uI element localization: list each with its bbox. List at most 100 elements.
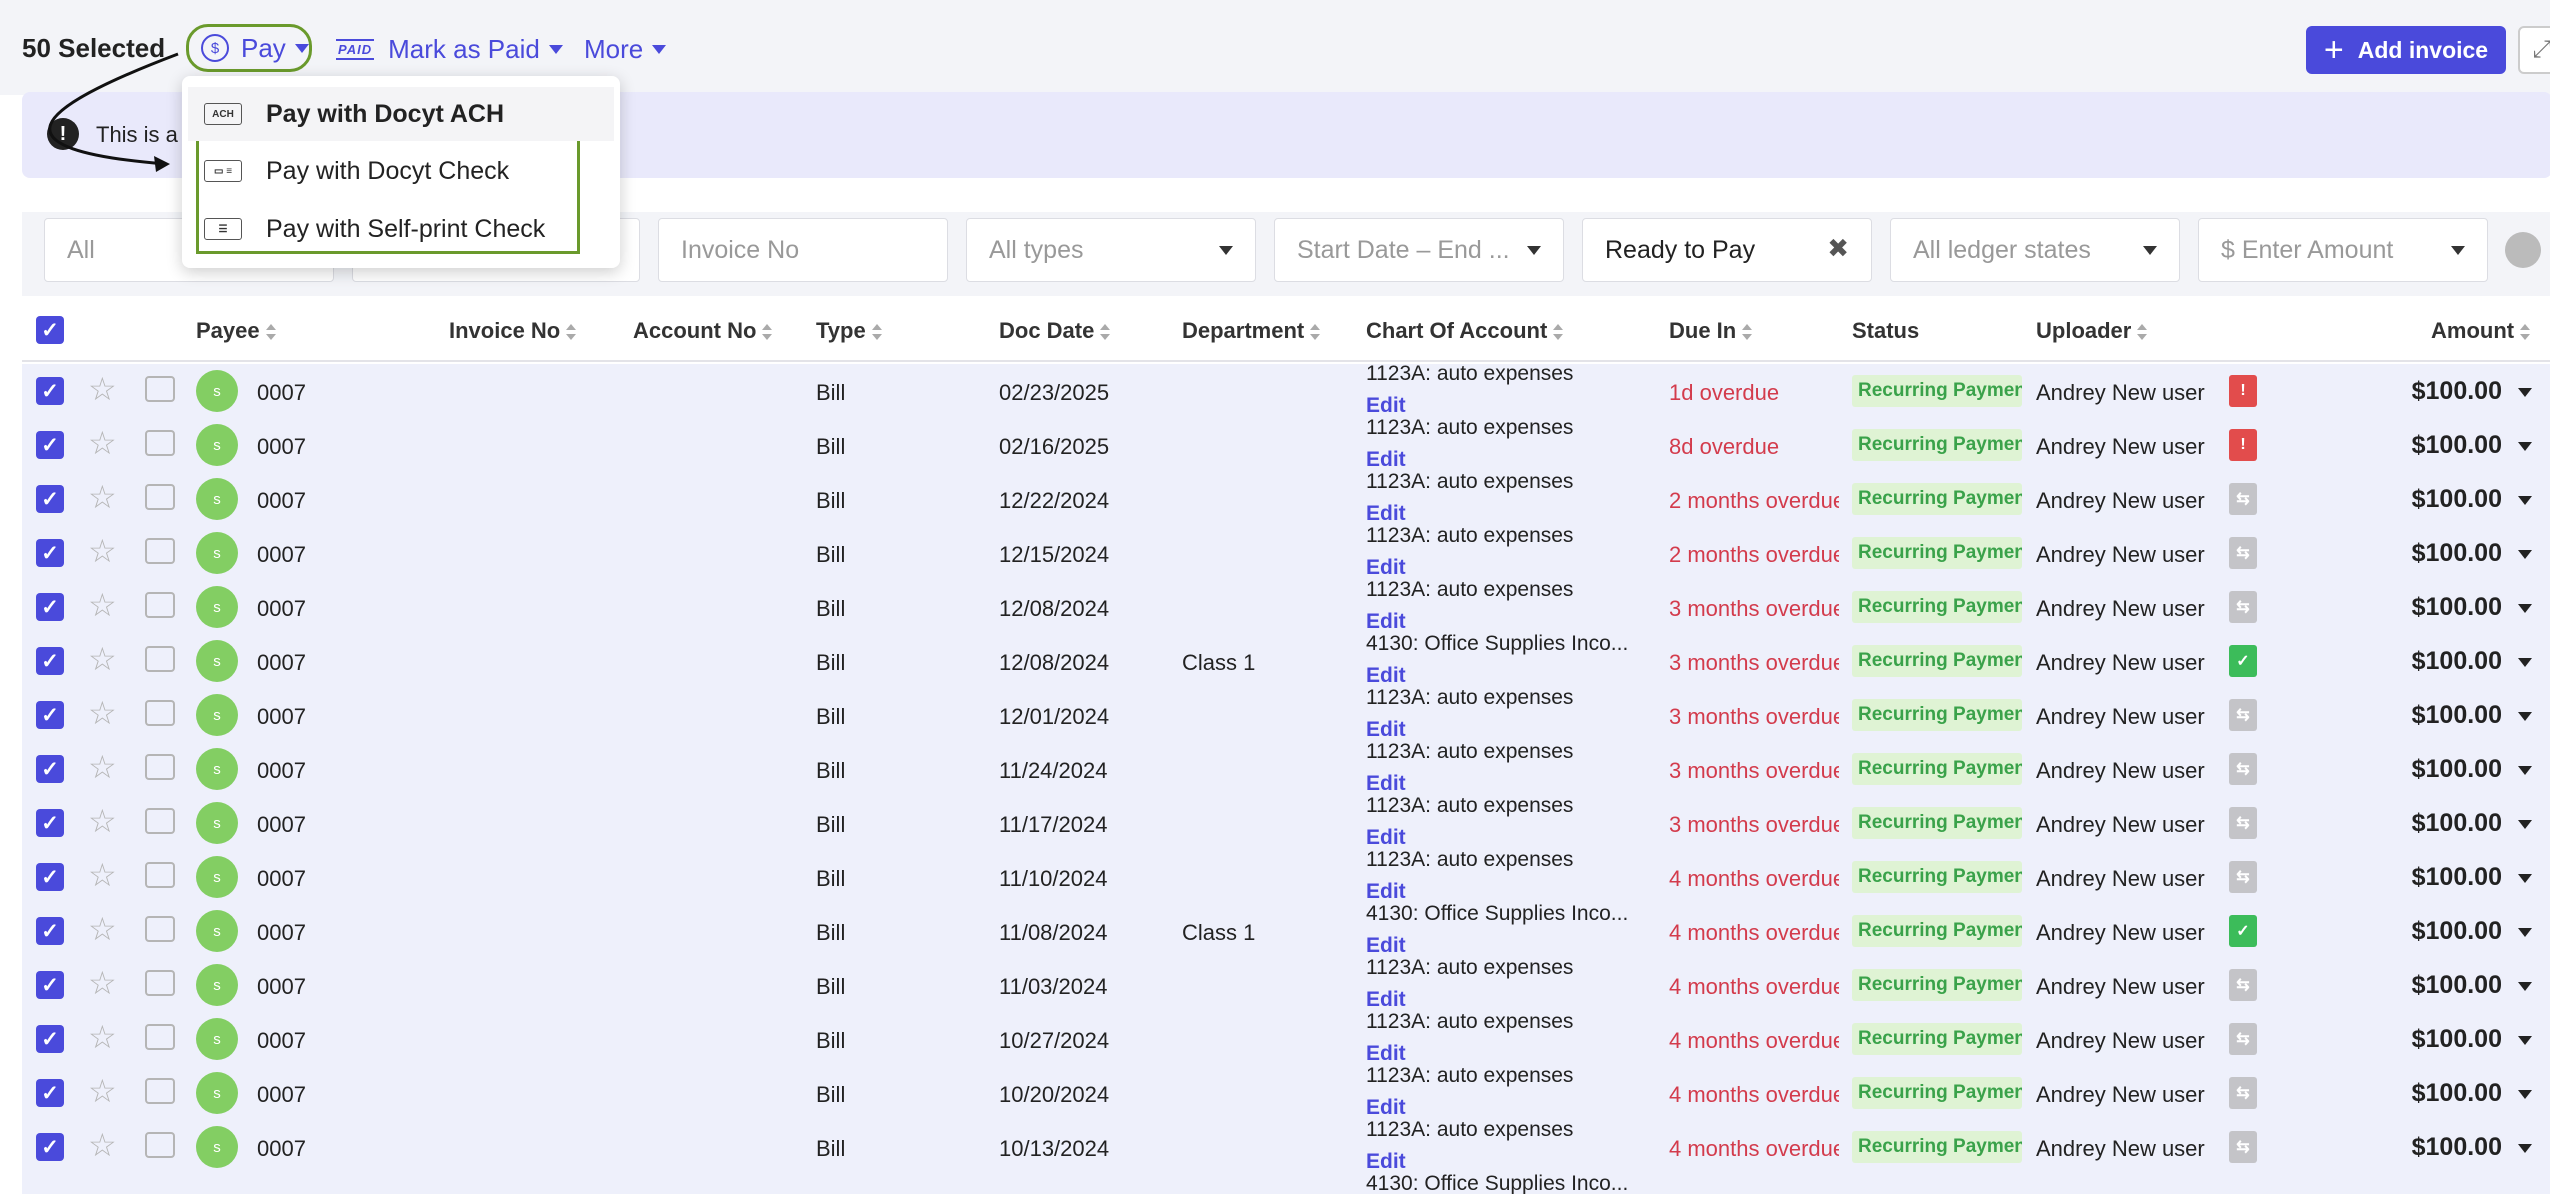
table-row[interactable] [22, 688, 2550, 742]
payee-name[interactable]: 0007 [257, 650, 306, 675]
row-checkbox[interactable]: ✓ [36, 593, 64, 621]
edit-link[interactable]: Edit [1366, 1042, 1406, 1065]
payee-name[interactable]: 0007 [257, 866, 306, 891]
payee-name[interactable]: 0007 [257, 704, 306, 729]
edit-link[interactable]: Edit [1366, 772, 1406, 795]
grey-status-icon[interactable]: ⇆ [2229, 1131, 2257, 1163]
row-checkbox[interactable]: ✓ [36, 701, 64, 729]
chevron-down-icon[interactable] [2518, 928, 2532, 937]
mark-as-paid-button[interactable]: PAID Mark as Paid [336, 34, 563, 65]
edit-link[interactable]: Edit [1366, 988, 1406, 1011]
grey-status-icon[interactable]: ⇆ [2229, 591, 2257, 623]
comment-icon[interactable] [145, 970, 175, 996]
payee-name[interactable]: 0007 [257, 1136, 306, 1161]
star-icon[interactable]: ☆ [88, 857, 117, 893]
table-row[interactable] [22, 418, 2550, 472]
grey-status-icon[interactable]: ⇆ [2229, 969, 2257, 1001]
payee-name[interactable]: 0007 [257, 1082, 306, 1107]
chevron-down-icon[interactable] [2518, 496, 2532, 505]
chevron-down-icon[interactable] [2518, 874, 2532, 883]
comment-icon[interactable] [145, 1132, 175, 1158]
pay-ach-item[interactable]: ACH Pay with Docyt ACH [188, 87, 614, 141]
edit-link[interactable]: Edit [1366, 718, 1406, 741]
payee-name[interactable]: 0007 [257, 812, 306, 837]
chevron-down-icon[interactable] [2518, 1036, 2532, 1045]
comment-icon[interactable] [145, 484, 175, 510]
star-icon[interactable]: ☆ [88, 641, 117, 677]
star-icon[interactable]: ☆ [88, 1019, 117, 1055]
row-checkbox[interactable]: ✓ [36, 863, 64, 891]
date-range-filter[interactable]: Start Date – End ... [1274, 218, 1564, 282]
comment-icon[interactable] [145, 376, 175, 402]
comment-icon[interactable] [145, 862, 175, 888]
payee-name[interactable]: 0007 [257, 596, 306, 621]
row-checkbox[interactable]: ✓ [36, 431, 64, 459]
edit-link[interactable]: Edit [1366, 934, 1406, 957]
select-all-checkbox[interactable]: ✓ [36, 316, 64, 344]
payee-name[interactable]: 0007 [257, 542, 306, 567]
payee-name[interactable]: 0007 [257, 974, 306, 999]
payee-name[interactable]: 0007 [257, 758, 306, 783]
row-checkbox[interactable]: ✓ [36, 1025, 64, 1053]
col-type[interactable]: Type [816, 318, 882, 344]
grey-status-icon[interactable]: ⇆ [2229, 807, 2257, 839]
comment-icon[interactable] [145, 700, 175, 726]
add-invoice-button[interactable]: + Add invoice [2306, 26, 2506, 74]
row-checkbox[interactable]: ✓ [36, 539, 64, 567]
chevron-down-icon[interactable] [2518, 442, 2532, 451]
row-checkbox[interactable]: ✓ [36, 1133, 64, 1161]
star-icon[interactable]: ☆ [88, 965, 117, 1001]
col-due-in[interactable]: Due In [1669, 318, 1753, 344]
edit-link[interactable]: Edit [1366, 394, 1406, 417]
star-icon[interactable]: ☆ [88, 425, 117, 461]
table-row[interactable] [22, 796, 2550, 850]
table-row[interactable] [22, 1012, 2550, 1066]
comment-icon[interactable] [145, 1024, 175, 1050]
table-row[interactable] [22, 742, 2550, 796]
ledger-filter[interactable]: All ledger states [1890, 218, 2180, 282]
star-icon[interactable]: ☆ [88, 587, 117, 623]
edit-link[interactable]: Edit [1366, 826, 1406, 849]
edit-link[interactable]: Edit [1366, 448, 1406, 471]
star-icon[interactable]: ☆ [88, 1073, 117, 1109]
payee-name[interactable]: 0007 [257, 380, 306, 405]
star-icon[interactable]: ☆ [88, 749, 117, 785]
edit-link[interactable]: Edit [1366, 502, 1406, 525]
row-checkbox[interactable]: ✓ [36, 1079, 64, 1107]
chevron-down-icon[interactable] [2518, 820, 2532, 829]
table-row[interactable] [22, 580, 2550, 634]
chevron-down-icon[interactable] [2518, 766, 2532, 775]
edit-link[interactable]: Edit [1366, 1096, 1406, 1119]
grey-status-icon[interactable]: ⇆ [2229, 1023, 2257, 1055]
table-row[interactable] [22, 472, 2550, 526]
pay-docyt-check-item[interactable]: ▭ ≡ Pay with Docyt Check [204, 144, 509, 198]
chevron-down-icon[interactable] [2518, 604, 2532, 613]
col-doc-date[interactable]: Doc Date [999, 318, 1111, 344]
payee-name[interactable]: 0007 [257, 920, 306, 945]
table-row[interactable] [22, 1120, 2550, 1174]
star-icon[interactable]: ☆ [88, 803, 117, 839]
alert-status-icon[interactable]: ! [2229, 375, 2257, 407]
types-filter[interactable]: All types [966, 218, 1256, 282]
chevron-down-icon[interactable] [2518, 1090, 2532, 1099]
gear-icon[interactable] [2505, 232, 2541, 268]
table-row[interactable] [22, 1066, 2550, 1120]
col-invoice-no[interactable]: Invoice No [449, 318, 577, 344]
grey-status-icon[interactable]: ⇆ [2229, 753, 2257, 785]
pay-button[interactable]: $ Pay [186, 24, 312, 72]
comment-icon[interactable] [145, 646, 175, 672]
chevron-down-icon[interactable] [2518, 658, 2532, 667]
invoice-no-filter[interactable]: Invoice No [658, 218, 948, 282]
edit-link[interactable]: Edit [1366, 556, 1406, 579]
table-row[interactable] [22, 634, 2550, 688]
grey-status-icon[interactable]: ⇆ [2229, 699, 2257, 731]
edit-link[interactable]: Edit [1366, 610, 1406, 633]
star-icon[interactable]: ☆ [88, 533, 117, 569]
edit-link[interactable]: Edit [1366, 1150, 1406, 1173]
chevron-down-icon[interactable] [2518, 388, 2532, 397]
payee-name[interactable]: 0007 [257, 434, 306, 459]
col-account-no[interactable]: Account No [633, 318, 773, 344]
star-icon[interactable]: ☆ [88, 371, 117, 407]
col-department[interactable]: Department [1182, 318, 1321, 344]
table-row[interactable] [22, 1174, 2550, 1194]
